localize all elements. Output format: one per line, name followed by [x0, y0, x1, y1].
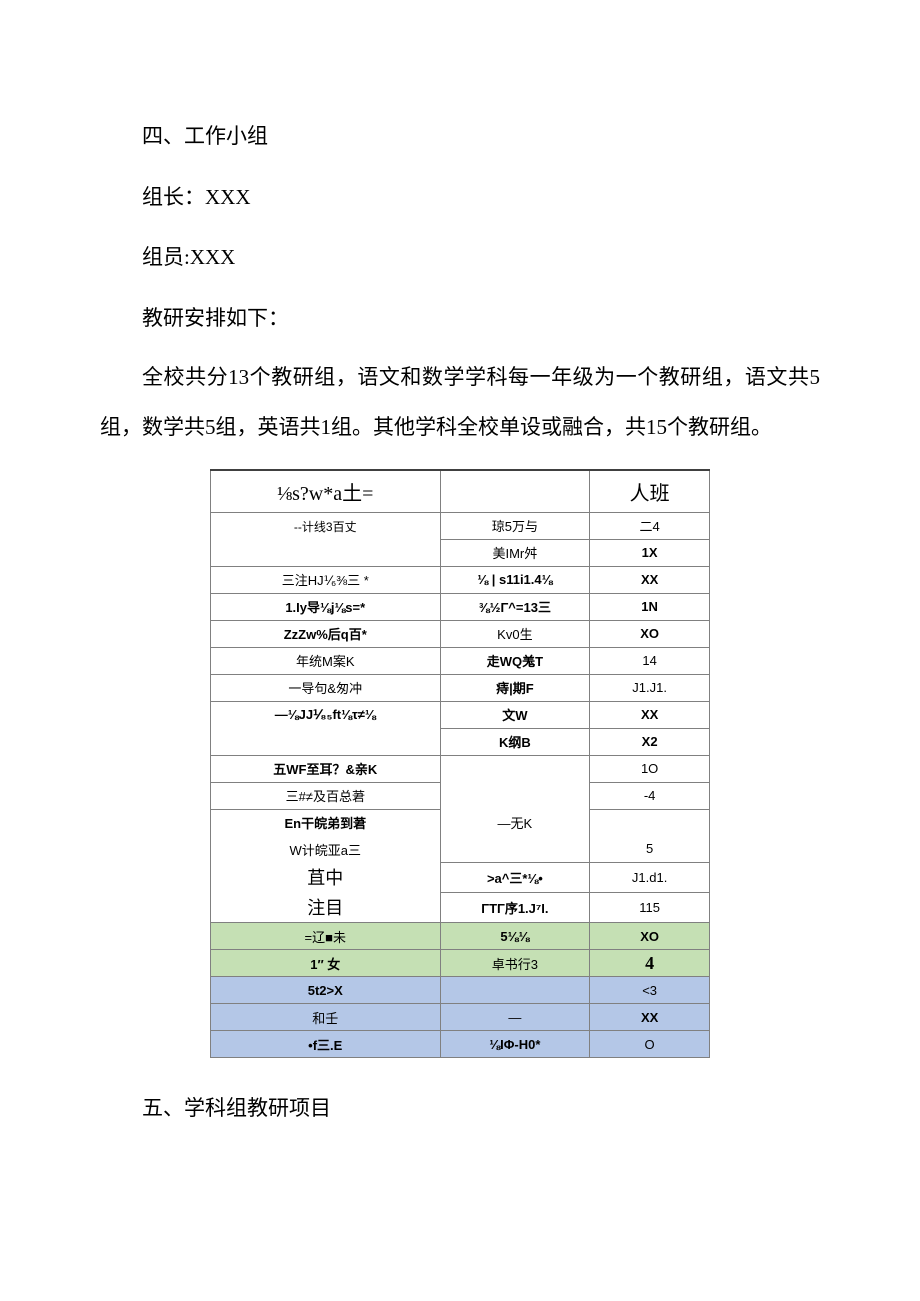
table-header-cell	[440, 470, 590, 513]
table-row: 三注HJ⅟₆⅜三 *⅛ | s11i1.4⅛XX	[211, 566, 710, 593]
table-cell: 一导句&匆冲	[211, 674, 441, 701]
table-cell: X2	[590, 728, 710, 755]
table-cell: 1″ 女	[211, 950, 441, 977]
table-cell: 4	[590, 950, 710, 977]
group-leader-line: 组长：XXX	[100, 171, 820, 224]
teaching-group-table: ⅛s?w*a土=人班--计线3百丈琼5万与二4美IMr舛1X三注HJ⅟₆⅜三 *…	[210, 469, 710, 1059]
table-cell: 1N	[590, 593, 710, 620]
table-cell: 5	[590, 836, 710, 863]
table-cell: J1.J1.	[590, 674, 710, 701]
table-cell: 文W	[440, 701, 590, 728]
table-cell: O	[590, 1031, 710, 1058]
table-cell	[440, 836, 590, 863]
table-header-cell: 人班	[590, 470, 710, 513]
table-cell: 走WQ羗T	[440, 647, 590, 674]
arrangement-heading: 教研安排如下：	[100, 292, 820, 345]
table-cell: <3	[590, 977, 710, 1004]
table-cell: Kv0生	[440, 620, 590, 647]
table-cell: K纲B	[440, 728, 590, 755]
table-cell: J1.d1.	[590, 862, 710, 892]
table-cell: XX	[590, 701, 710, 728]
table-cell: 5⅛⅛	[440, 923, 590, 950]
table-cell: 苴中	[211, 862, 441, 892]
document-page: 四、工作小组 组长：XXX 组员:XXX 教研安排如下： 全校共分13个教研组，…	[0, 0, 920, 1203]
table-cell: 三注HJ⅟₆⅜三 *	[211, 566, 441, 593]
group-member-line: 组员:XXX	[100, 231, 820, 284]
table-row: En干皖弟到莙—无K	[211, 809, 710, 836]
table-cell: 二4	[590, 512, 710, 539]
table-cell: =辽■未	[211, 923, 441, 950]
table-cell: ⅛IΦ-H0*	[440, 1031, 590, 1058]
table-cell	[440, 782, 590, 809]
table-cell: 五WF至耳？&亲K	[211, 755, 441, 782]
table-cell: 卓书行3	[440, 950, 590, 977]
table-cell	[440, 755, 590, 782]
table-cell: ⅛ | s11i1.4⅛	[440, 566, 590, 593]
table-cell	[440, 977, 590, 1004]
table-row: •f三.E⅛IΦ-H0*O	[211, 1031, 710, 1058]
table-row: ZzZw%后q百*Kv0生XO	[211, 620, 710, 647]
table-cell: ΓΤΓ序1.J⁷I.	[440, 892, 590, 923]
table-cell: 14	[590, 647, 710, 674]
table-row: 5t2>X <3	[211, 977, 710, 1004]
table-cell: 注目	[211, 892, 441, 923]
table-cell: 5t2>X	[211, 977, 441, 1004]
table-cell	[211, 728, 441, 755]
table-cell: W计皖亚a三	[211, 836, 441, 863]
table-cell: ZzZw%后q百*	[211, 620, 441, 647]
section-heading-5: 五、学科组教研项目	[100, 1082, 820, 1135]
table-header-row: ⅛s?w*a土= 人班	[211, 470, 710, 513]
table-row: 1.Iy导⅛j⅛s=*⅜½Γ^=13三1N	[211, 593, 710, 620]
table-row: --计线3百丈琼5万与二4	[211, 512, 710, 539]
table-cell: —	[440, 1004, 590, 1031]
table-row: =辽■未5⅛⅛XO	[211, 923, 710, 950]
table-cell: 115	[590, 892, 710, 923]
table-cell	[211, 539, 441, 566]
table-cell: 琼5万与	[440, 512, 590, 539]
arrangement-body: 全校共分13个教研组，语文和数学学科每一年级为一个教研组，语文共5组，数学共5组…	[100, 352, 820, 453]
table-row: —⅛JJ⅟₈₅ft⅛τ≠⅛文WXX	[211, 701, 710, 728]
table-cell: >a^三*⅛•	[440, 862, 590, 892]
table-cell: —⅛JJ⅟₈₅ft⅛τ≠⅛	[211, 701, 441, 728]
table-row: 五WF至耳？&亲K 1O	[211, 755, 710, 782]
table-row: 三#≠及百总莙 -4	[211, 782, 710, 809]
table-row: 注目ΓΤΓ序1.J⁷I.115	[211, 892, 710, 923]
table-header-cell: ⅛s?w*a土=	[211, 470, 441, 513]
table-cell: 痔|期F	[440, 674, 590, 701]
table-cell: ⅜½Γ^=13三	[440, 593, 590, 620]
table-cell: 美IMr舛	[440, 539, 590, 566]
teaching-group-table-wrap: ⅛s?w*a土=人班--计线3百丈琼5万与二4美IMr舛1X三注HJ⅟₆⅜三 *…	[210, 469, 710, 1059]
table-cell: —无K	[440, 809, 590, 836]
table-cell: --计线3百丈	[211, 512, 441, 539]
table-cell: 和壬	[211, 1004, 441, 1031]
table-cell: 年统M案K	[211, 647, 441, 674]
table-row: 苴中>a^三*⅛•J1.d1.	[211, 862, 710, 892]
table-cell: •f三.E	[211, 1031, 441, 1058]
table-row: 一导句&匆冲痔|期FJ1.J1.	[211, 674, 710, 701]
table-row: 美IMr舛1X	[211, 539, 710, 566]
table-cell: XO	[590, 923, 710, 950]
table-cell	[590, 809, 710, 836]
table-cell: XO	[590, 620, 710, 647]
table-row: 1″ 女卓书行34	[211, 950, 710, 977]
table-cell: En干皖弟到莙	[211, 809, 441, 836]
table-cell: XX	[590, 566, 710, 593]
table-cell: 1.Iy导⅛j⅛s=*	[211, 593, 441, 620]
table-row: K纲BX2	[211, 728, 710, 755]
table-row: 和壬—XX	[211, 1004, 710, 1031]
table-cell: -4	[590, 782, 710, 809]
table-cell: XX	[590, 1004, 710, 1031]
table-cell: 1X	[590, 539, 710, 566]
table-row: W计皖亚a三 5	[211, 836, 710, 863]
section-heading-4: 四、工作小组	[100, 110, 820, 163]
table-cell: 1O	[590, 755, 710, 782]
table-row: 年统M案K走WQ羗T14	[211, 647, 710, 674]
table-cell: 三#≠及百总莙	[211, 782, 441, 809]
